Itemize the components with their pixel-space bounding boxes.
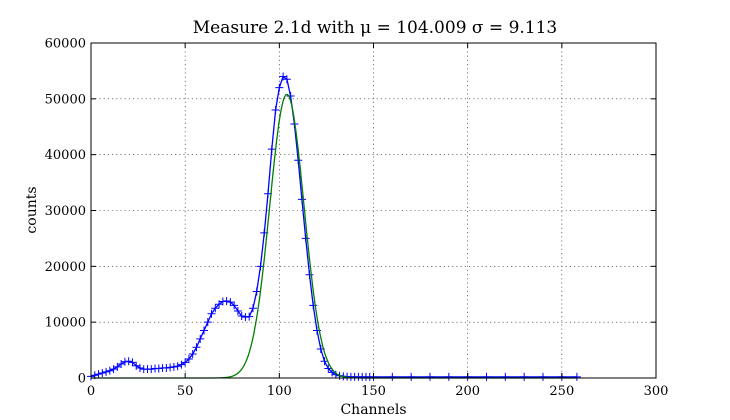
y-tick-label: 50000 bbox=[45, 92, 86, 107]
data-point bbox=[222, 296, 231, 305]
data-point bbox=[572, 372, 581, 381]
data-point bbox=[271, 106, 280, 114]
data-point bbox=[200, 326, 208, 335]
data-point bbox=[177, 360, 186, 369]
data-point bbox=[162, 363, 171, 372]
data-point bbox=[237, 312, 246, 321]
data-point bbox=[245, 312, 254, 321]
data-point bbox=[282, 75, 291, 84]
data-point bbox=[181, 358, 190, 367]
data-point bbox=[188, 349, 197, 358]
data-point bbox=[267, 145, 276, 154]
data-point bbox=[297, 195, 306, 204]
y-tick-label: 0 bbox=[78, 372, 86, 387]
x-tick-label: 0 bbox=[87, 384, 95, 399]
data-point bbox=[305, 270, 314, 279]
data-point bbox=[252, 287, 261, 296]
series-layer bbox=[87, 72, 581, 381]
y-tick-label: 60000 bbox=[45, 37, 86, 52]
data-point bbox=[286, 92, 295, 101]
data-point bbox=[184, 355, 193, 364]
y-tick-label: 10000 bbox=[45, 316, 86, 331]
x-axis-label: Channels bbox=[340, 402, 406, 418]
data-point bbox=[407, 372, 416, 381]
data-point bbox=[444, 372, 453, 381]
series-measured-markers bbox=[87, 72, 581, 381]
data-point bbox=[128, 358, 137, 367]
x-tick-label: 50 bbox=[177, 384, 194, 399]
data-point bbox=[169, 362, 178, 371]
x-tick-label: 300 bbox=[644, 384, 669, 399]
data-point bbox=[230, 301, 239, 310]
data-point bbox=[173, 362, 182, 371]
data-point bbox=[166, 363, 175, 372]
y-tick-label: 20000 bbox=[45, 260, 86, 275]
data-point bbox=[211, 304, 220, 313]
data-point bbox=[501, 372, 510, 381]
data-point bbox=[218, 297, 227, 306]
grid bbox=[91, 43, 656, 378]
data-point bbox=[294, 156, 303, 165]
data-point bbox=[482, 372, 491, 381]
data-point bbox=[388, 372, 397, 381]
data-point bbox=[102, 367, 111, 376]
data-point bbox=[207, 309, 216, 318]
axis-ticks: 0 50 100 150 200 250 300 0 10000 20000 30000 40000 5… bbox=[45, 37, 669, 400]
data-point bbox=[196, 334, 205, 343]
x-tick-label: 200 bbox=[455, 384, 480, 399]
y-tick-label: 40000 bbox=[45, 148, 86, 163]
data-point bbox=[124, 357, 133, 366]
data-point bbox=[192, 343, 201, 352]
data-point bbox=[426, 372, 434, 381]
x-tick-label: 100 bbox=[267, 384, 292, 399]
x-tick-label: 250 bbox=[549, 384, 574, 399]
data-point bbox=[539, 372, 547, 381]
series-measured-line bbox=[90, 75, 577, 378]
data-point bbox=[233, 307, 242, 315]
chart-title: Measure 2.1d with μ = 104.009 σ = 9.113 bbox=[193, 18, 558, 38]
data-point bbox=[309, 301, 318, 310]
data-point bbox=[301, 234, 310, 243]
data-point bbox=[105, 366, 114, 375]
data-point bbox=[154, 364, 163, 373]
data-point bbox=[275, 83, 284, 92]
data-point bbox=[94, 370, 103, 379]
series-fit-line bbox=[91, 93, 577, 379]
data-point bbox=[147, 365, 156, 374]
data-point bbox=[226, 298, 235, 307]
data-point bbox=[248, 304, 257, 313]
x-tick-label: 150 bbox=[361, 384, 386, 399]
data-point bbox=[120, 357, 129, 366]
data-point bbox=[520, 372, 529, 381]
data-point bbox=[98, 368, 107, 377]
data-point bbox=[135, 363, 144, 372]
y-tick-label: 30000 bbox=[45, 204, 86, 219]
data-point bbox=[109, 365, 118, 374]
y-axis-label: counts bbox=[24, 186, 40, 233]
data-point bbox=[203, 318, 212, 327]
data-point bbox=[241, 313, 250, 322]
